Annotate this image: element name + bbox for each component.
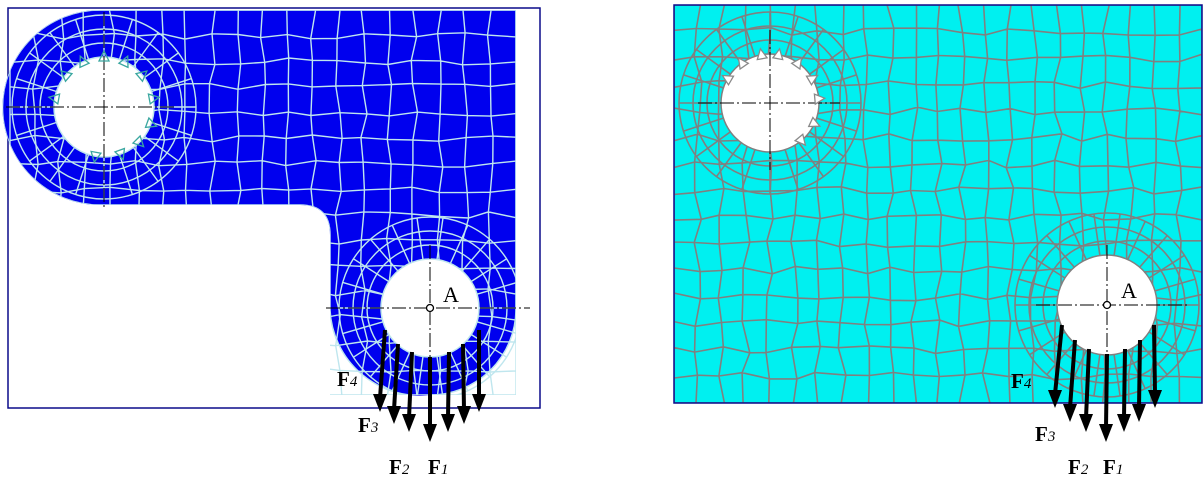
force-arrow-head: [1132, 404, 1146, 422]
constraint-triangle: [90, 150, 103, 164]
force-arrow-shaft: [1104, 353, 1109, 429]
right-point-a-marker: [1102, 300, 1112, 310]
constraint-triangle: [813, 93, 827, 106]
force-arrow-shaft: [378, 329, 387, 399]
force-arrow-shaft: [1152, 324, 1157, 395]
force-arrow-head: [1048, 390, 1062, 408]
constraint-triangle: [793, 133, 807, 147]
force-arrow-head: [387, 406, 401, 424]
constraint-triangle: [117, 54, 129, 69]
right-constraint-markers: [721, 47, 827, 147]
force-arrow-head: [457, 406, 471, 424]
left-panel: A F4 F3 F2 F1: [2, 7, 541, 479]
constraint-triangle: [131, 134, 145, 148]
right-force-f3-label: F3: [1035, 422, 1055, 446]
force-arrow-shaft: [461, 343, 466, 411]
force-arrow-head: [1148, 390, 1162, 408]
constraint-triangle: [59, 70, 74, 83]
left-force-f1-label: F1: [428, 455, 448, 479]
mesh-spokes: [339, 217, 517, 395]
left-point-a-marker: [425, 303, 435, 313]
constraint-triangle: [771, 47, 784, 61]
constraint-triangle: [805, 74, 819, 87]
force-arrow-shaft: [1137, 339, 1142, 409]
force-arrow-head: [423, 424, 437, 442]
constraint-triangle: [147, 93, 161, 106]
force-arrow-head: [1117, 414, 1131, 432]
force-arrow-head: [1079, 414, 1093, 432]
constraint-triangle: [807, 116, 822, 128]
constraint-triangle: [47, 93, 61, 106]
right-frame: [673, 4, 1203, 404]
force-arrow-shaft: [392, 343, 400, 411]
constraint-triangle: [79, 54, 91, 69]
constraint-triangle: [134, 70, 149, 83]
constraint-triangle: [97, 49, 111, 62]
right-point-a-label: A: [1121, 278, 1137, 303]
left-force-arrows: [373, 329, 486, 442]
force-arrow-shaft: [1122, 348, 1127, 419]
force-arrow-shaft: [1053, 324, 1064, 395]
constraint-triangle: [721, 74, 735, 87]
right-force-f1-label: F1: [1103, 455, 1123, 479]
left-frame: [7, 7, 541, 409]
force-arrow-shaft: [446, 351, 451, 419]
left-point-a-label: A: [443, 282, 459, 307]
force-arrow-head: [1063, 404, 1077, 422]
mesh-grid-lines: [674, 5, 1202, 403]
force-arrow-head: [441, 414, 455, 432]
force-arrow-head: [402, 414, 416, 432]
constraint-triangle: [737, 56, 750, 71]
force-arrow-shaft: [1084, 348, 1091, 419]
right-force-f4-label: F4: [1011, 369, 1032, 393]
force-arrow-head: [472, 394, 486, 412]
force-arrow-head: [373, 394, 387, 412]
constraint-triangle: [756, 47, 769, 61]
right-force-arrows: [1048, 324, 1162, 442]
constraint-triangle: [144, 116, 158, 129]
left-force-f3-label: F3: [358, 413, 378, 437]
left-constraint-markers: [47, 49, 161, 164]
left-force-f2-label: F2: [389, 455, 410, 479]
left-force-f4-label: F4: [337, 367, 358, 391]
force-arrow-shaft: [1068, 339, 1077, 409]
force-arrow-shaft: [407, 351, 414, 419]
force-arrow-head: [1099, 424, 1113, 442]
right-force-f2-label: F2: [1068, 455, 1089, 479]
constraint-triangle: [113, 147, 126, 161]
right-panel: A F4 F3 F2 F1: [673, 4, 1203, 479]
constraint-triangle: [790, 56, 803, 71]
